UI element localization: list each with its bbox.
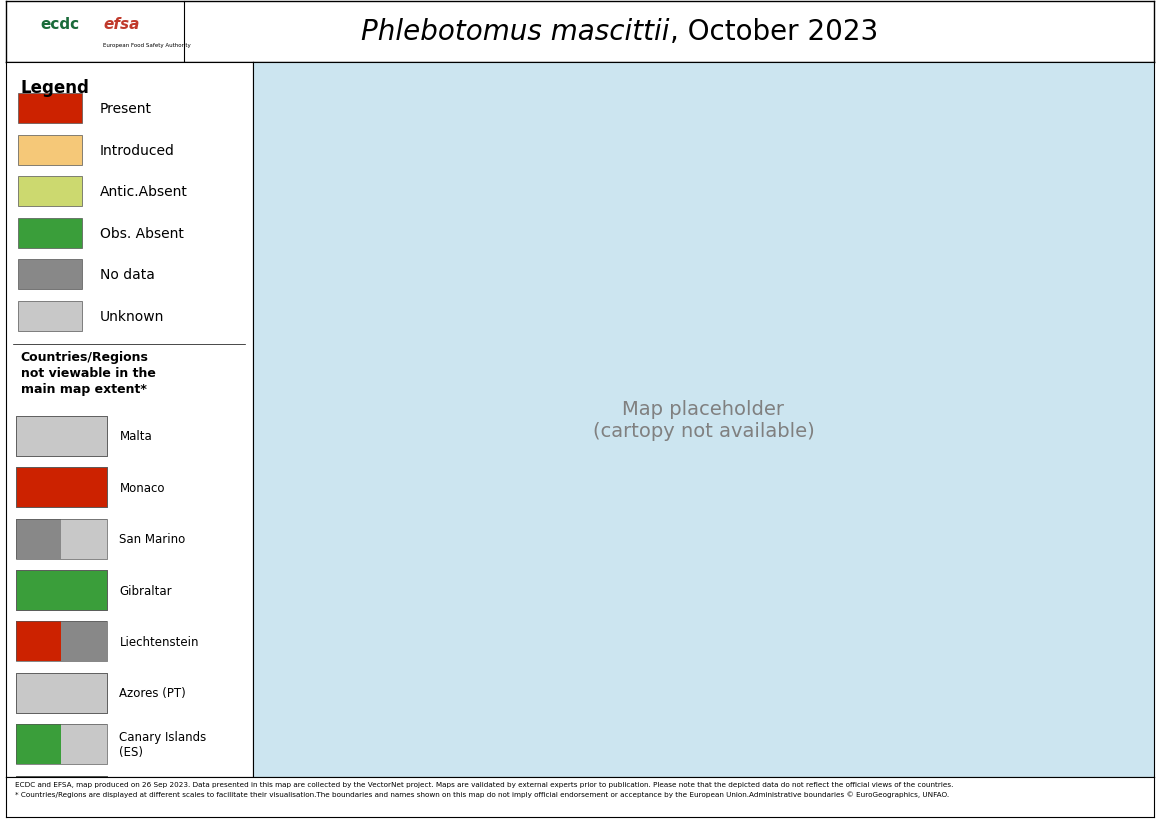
Bar	[16, 570, 107, 610]
Bar	[16, 776, 107, 816]
Bar	[61, 725, 107, 764]
Bar	[16, 416, 107, 456]
Text: Legend: Legend	[21, 79, 89, 97]
Text: San Marino: San Marino	[119, 532, 186, 545]
Bar	[16, 673, 107, 713]
Bar	[16, 570, 107, 610]
Text: Antic.Absent: Antic.Absent	[100, 185, 188, 199]
Text: efsa: efsa	[103, 17, 140, 33]
Bar	[19, 177, 82, 207]
Text: Malta: Malta	[119, 430, 152, 442]
Bar	[19, 94, 82, 124]
Text: Azores (PT): Azores (PT)	[119, 686, 186, 699]
Bar	[19, 301, 82, 331]
Bar	[16, 673, 107, 713]
Bar	[16, 725, 107, 764]
Bar	[61, 622, 107, 662]
Text: Canary Islands
(ES): Canary Islands (ES)	[119, 731, 206, 758]
Text: Map placeholder
(cartopy not available): Map placeholder (cartopy not available)	[593, 399, 814, 440]
Bar	[16, 468, 107, 508]
Text: Liechtenstein: Liechtenstein	[119, 636, 198, 648]
Text: No data: No data	[100, 268, 154, 282]
Bar	[19, 260, 82, 290]
Bar	[16, 622, 61, 662]
Bar	[16, 519, 61, 559]
Text: Introduced: Introduced	[100, 143, 174, 157]
Text: , October 2023: , October 2023	[669, 18, 878, 46]
Text: Phlebotomus mascittii: Phlebotomus mascittii	[361, 18, 669, 46]
Bar	[16, 416, 107, 456]
Text: Countries/Regions
not viewable in the
main map extent*: Countries/Regions not viewable in the ma…	[21, 351, 155, 396]
Bar	[16, 519, 107, 559]
Bar	[19, 219, 82, 248]
Text: ecdc: ecdc	[41, 17, 79, 33]
Text: Obs. Absent: Obs. Absent	[100, 226, 183, 241]
Bar	[16, 468, 107, 508]
Text: Madeira (PT): Madeira (PT)	[119, 790, 195, 803]
Bar	[19, 136, 82, 165]
Text: ECDC and EFSA, map produced on 26 Sep 2023. Data presented in this map are colle: ECDC and EFSA, map produced on 26 Sep 20…	[15, 781, 954, 797]
Bar	[16, 725, 61, 764]
Text: Monaco: Monaco	[119, 481, 165, 494]
Text: European Food Safety Authority: European Food Safety Authority	[103, 43, 191, 48]
Text: Unknown: Unknown	[100, 310, 164, 324]
Bar	[61, 519, 107, 559]
Bar	[16, 776, 107, 816]
Text: Present: Present	[100, 102, 152, 116]
Bar	[16, 622, 107, 662]
Text: Gibraltar: Gibraltar	[119, 584, 172, 597]
